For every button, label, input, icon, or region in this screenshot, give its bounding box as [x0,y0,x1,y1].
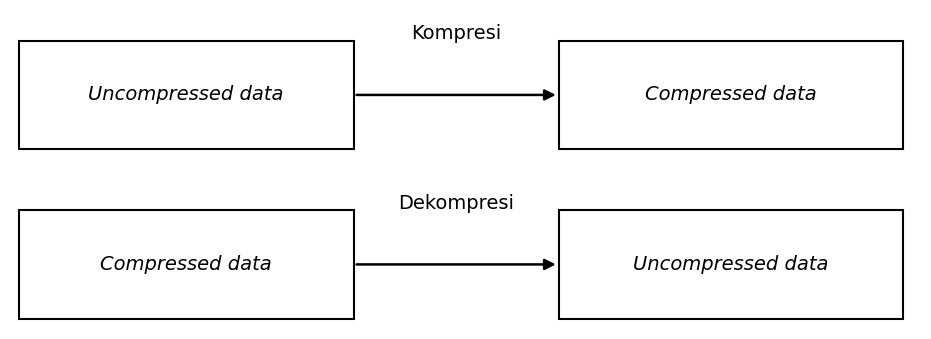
Bar [19,41,354,149]
Text: Kompresi: Kompresi [412,24,501,43]
Text: Uncompressed data: Uncompressed data [88,85,284,104]
Text: Dekompresi: Dekompresi [398,194,514,213]
Bar [559,210,903,319]
Text: Compressed data: Compressed data [101,255,272,274]
Bar [19,210,354,319]
Text: Uncompressed data: Uncompressed data [633,255,829,274]
Bar [559,41,903,149]
Text: Compressed data: Compressed data [645,85,816,104]
